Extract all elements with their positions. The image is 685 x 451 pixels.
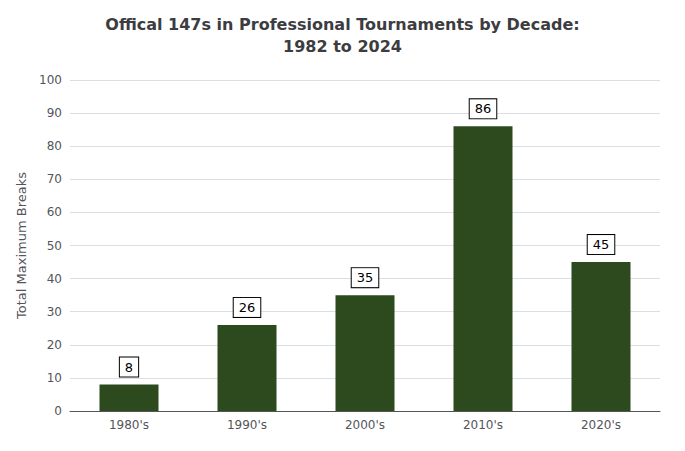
- svg-text:90: 90: [47, 106, 62, 120]
- svg-text:0: 0: [54, 404, 62, 418]
- svg-text:2020's: 2020's: [581, 418, 621, 432]
- svg-text:26: 26: [239, 300, 256, 315]
- svg-text:35: 35: [357, 270, 374, 285]
- svg-text:100: 100: [39, 73, 62, 87]
- svg-text:40: 40: [47, 272, 62, 286]
- svg-text:60: 60: [47, 205, 62, 219]
- svg-text:Total Maximum Breaks: Total Maximum Breaks: [14, 172, 29, 320]
- svg-text:1990's: 1990's: [227, 418, 267, 432]
- svg-text:2010's: 2010's: [463, 418, 503, 432]
- svg-text:30: 30: [47, 305, 62, 319]
- svg-text:20: 20: [47, 338, 62, 352]
- svg-text:86: 86: [475, 101, 492, 116]
- svg-text:2000's: 2000's: [345, 418, 385, 432]
- svg-text:80: 80: [47, 139, 62, 153]
- svg-text:45: 45: [593, 237, 610, 252]
- svg-text:1980's: 1980's: [109, 418, 149, 432]
- svg-text:70: 70: [47, 172, 62, 186]
- svg-text:Offical 147s in Professional T: Offical 147s in Professional Tournaments…: [105, 15, 579, 34]
- svg-text:50: 50: [47, 239, 62, 253]
- svg-text:1982 to 2024: 1982 to 2024: [283, 37, 402, 56]
- svg-text:10: 10: [47, 371, 62, 385]
- svg-text:8: 8: [125, 360, 133, 375]
